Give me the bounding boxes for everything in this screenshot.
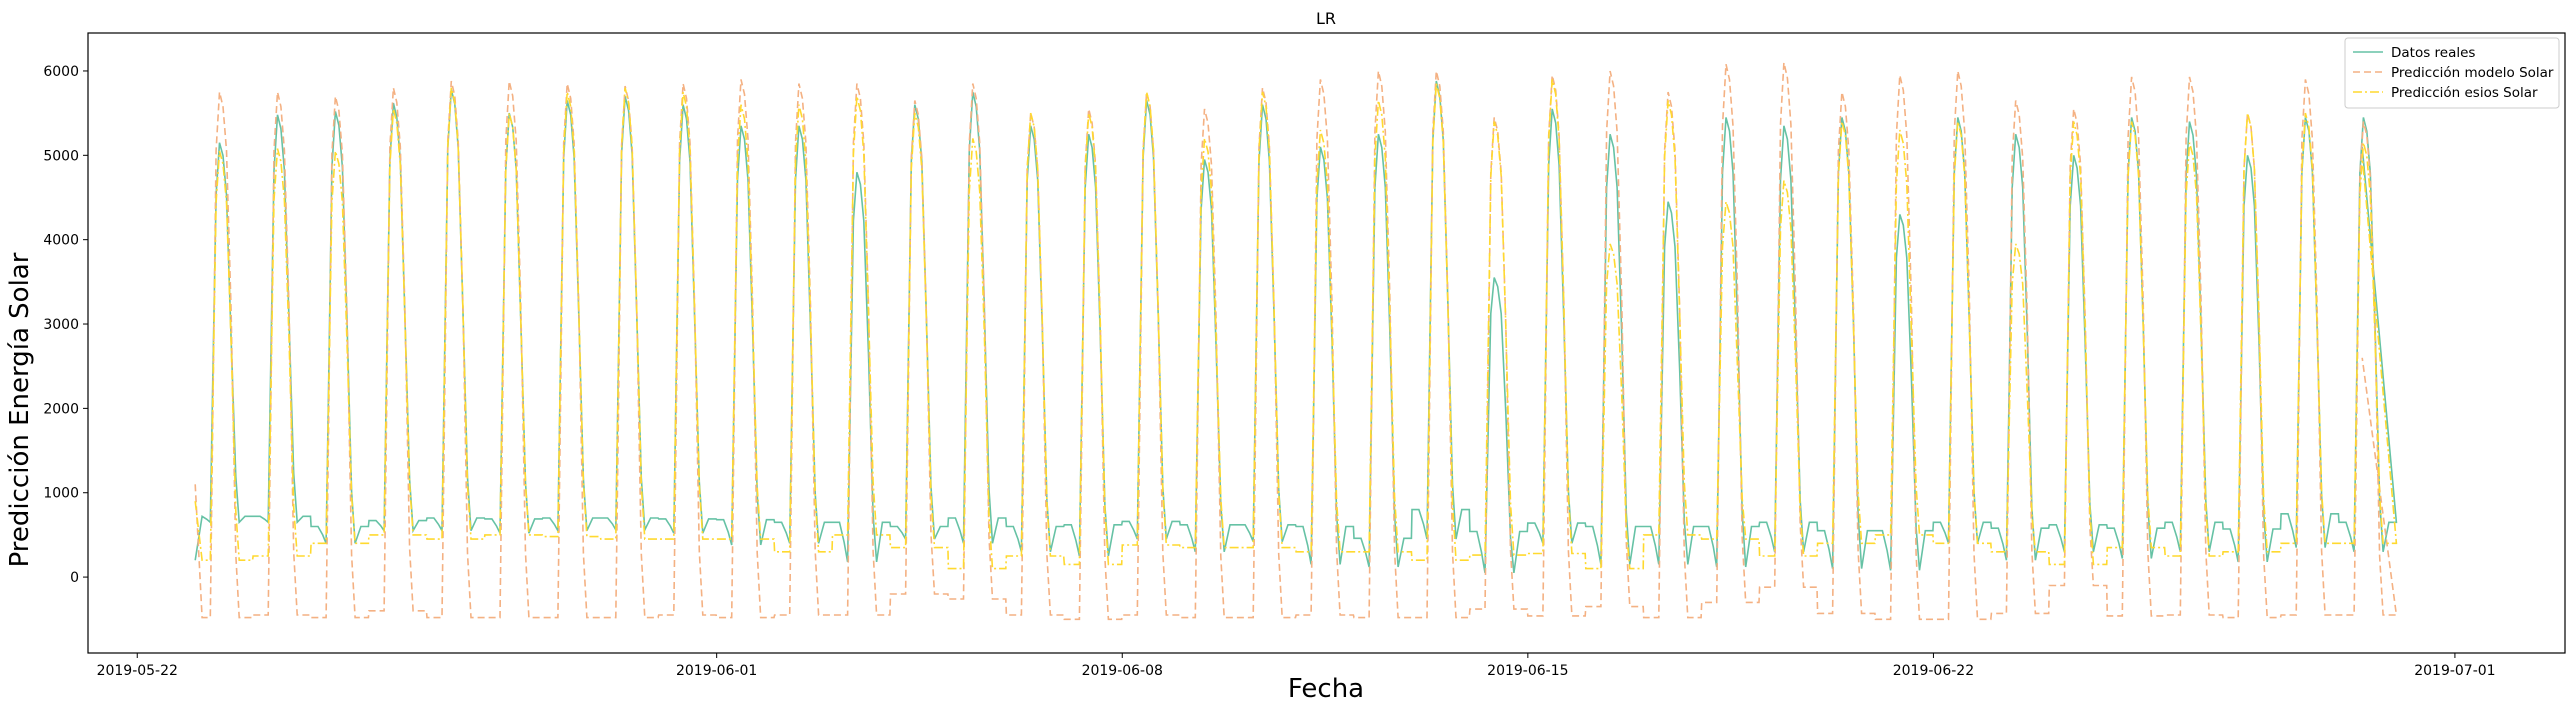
y-axis-ticks: 0 1000 2000 3000 4000 5000 6000: [43, 64, 88, 586]
x-tick-label: 2019-06-15: [1487, 663, 1568, 679]
y-tick-label: 6000: [43, 64, 79, 80]
x-axis-label: Fecha: [1288, 674, 1364, 704]
x-tick-label: 2019-06-08: [1082, 663, 1163, 679]
y-tick-label: 1000: [43, 486, 79, 502]
series-line-esios: [194, 79, 2398, 570]
legend-box: [2344, 37, 2560, 109]
plot-frame: [87, 32, 2566, 654]
x-tick-label: 2019-05-22: [97, 663, 178, 679]
y-tick-label: 4000: [43, 233, 79, 249]
x-tick-label: 2019-06-22: [1893, 663, 1974, 679]
legend-label-esios: Predicción esios Solar: [2391, 85, 2538, 101]
y-axis-label-group: Predicción Energía Solar: [5, 252, 35, 567]
x-tick-label: 2019-07-01: [2414, 663, 2495, 679]
y-axis-label: Predicción Energía Solar: [5, 252, 35, 567]
y-tick-label: 2000: [43, 401, 79, 417]
x-tick-label: 2019-06-01: [676, 663, 757, 679]
y-tick-label: 0: [70, 570, 79, 586]
legend-label-reales: Datos reales: [2391, 45, 2475, 61]
legend: Datos reales Predicción modelo Solar Predi…: [2344, 37, 2560, 109]
chart-title: LR: [1316, 9, 1336, 28]
x-axis-ticks: 2019-05-22 2019-06-01 2019-06-08 2019-06-15…: [97, 653, 2496, 679]
y-tick-label: 3000: [43, 317, 79, 333]
series-layer: [194, 62, 2398, 621]
y-tick-label: 5000: [43, 148, 79, 164]
legend-label-modelo: Predicción modelo Solar: [2391, 65, 2554, 81]
series-line-modelo: [194, 62, 2398, 621]
